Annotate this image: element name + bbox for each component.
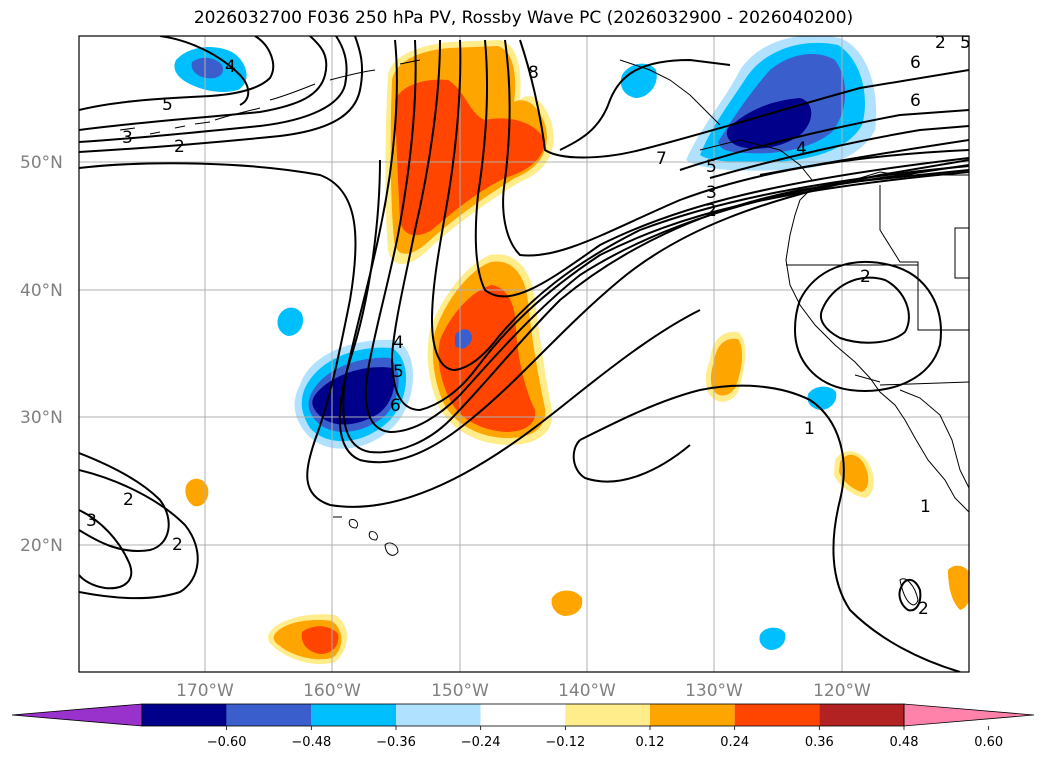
positive-anomaly-north	[385, 40, 554, 265]
colorbar-tick-label: 0.24	[720, 735, 749, 750]
colorbar-bin	[734, 704, 820, 726]
contour-label: 1	[804, 419, 815, 439]
contour-label: 2	[935, 33, 946, 53]
contour-label: 4	[393, 333, 404, 353]
contour-label: 5	[393, 362, 404, 382]
contour-label: 5	[960, 33, 971, 53]
graticule	[79, 36, 969, 672]
colorbar-tick-label: 0.60	[974, 735, 1003, 750]
colorbar-bin	[311, 704, 396, 726]
contour-label: 5	[162, 95, 173, 115]
map-border	[78, 35, 970, 673]
contour-label: 2	[123, 490, 134, 510]
contour-label: 3	[122, 128, 133, 148]
colorbar-tick-label: −0.36	[376, 735, 416, 750]
contour-label: 7	[656, 149, 667, 169]
contour-label: 2	[918, 599, 929, 619]
colorbar-bin	[565, 704, 650, 726]
contour-label: 2	[172, 535, 183, 555]
colorbar-bin	[650, 704, 735, 726]
colorbar-bin	[226, 704, 312, 726]
colorbar-tick-label: −0.12	[545, 735, 585, 750]
lat-label: 20°N	[20, 536, 63, 556]
colorbar-tick-label: 0.12	[636, 735, 665, 750]
lat-label: 30°N	[20, 408, 63, 428]
contour-label: 2	[174, 137, 185, 157]
pv-contours	[79, 36, 969, 672]
colorbar-bin	[142, 704, 227, 726]
colorbar-border	[141, 703, 905, 727]
contour-label: 4	[225, 57, 236, 77]
contour-label: 8	[528, 63, 539, 83]
contour-label: 3	[706, 183, 717, 203]
contour-label: 1	[920, 497, 931, 517]
colorbar: −0.60 −0.48 −0.36 −0.24 −0.12 0.12 0.24 0.36 0.4…	[11, 703, 1035, 750]
lon-label: 130°W	[685, 681, 743, 701]
lat-label: 40°N	[20, 281, 63, 301]
colorbar-bin	[819, 704, 904, 726]
colorbar-tick-label: −0.60	[207, 735, 247, 750]
negative-anomaly-northeast	[686, 36, 877, 171]
longitude-labels: 170°W 160°W 150°W 140°W 130°W 120°W	[176, 681, 871, 701]
contour-label: 5	[706, 157, 717, 177]
lon-label: 170°W	[176, 681, 234, 701]
colorbar-tick-label: −0.24	[461, 735, 501, 750]
colorbar-tick-label: 0.48	[890, 735, 919, 750]
lon-label: 160°W	[303, 681, 361, 701]
lat-label: 50°N	[20, 153, 63, 173]
colorbar-tick-label: 0.36	[805, 735, 834, 750]
colorbar-extend-max	[903, 703, 1035, 727]
lon-label: 140°W	[558, 681, 616, 701]
contour-label: 2	[706, 201, 717, 221]
lon-label: 150°W	[431, 681, 489, 701]
lon-label: 120°W	[813, 681, 871, 701]
latitude-labels: 50°N 40°N 30°N 20°N	[20, 153, 63, 556]
contour-labels: 4 5 3 2 8 7 6 6 5 4 3 2 4 5 6 2 1 2 3 2 …	[86, 33, 971, 619]
colorbar-bin	[480, 704, 566, 726]
colorbar-tick-label: −0.48	[291, 735, 331, 750]
contour-label: 4	[796, 139, 807, 159]
contour-label: 6	[910, 91, 921, 111]
colorbar-extend-min	[11, 703, 143, 727]
contour-label: 2	[860, 267, 871, 287]
colorbar-bin	[396, 704, 481, 726]
contour-label: 3	[86, 511, 97, 531]
contour-label: 6	[390, 396, 401, 416]
map-title: 2026032700 F036 250 hPa PV, Rossby Wave …	[193, 8, 854, 28]
contour-label: 6	[910, 53, 921, 73]
